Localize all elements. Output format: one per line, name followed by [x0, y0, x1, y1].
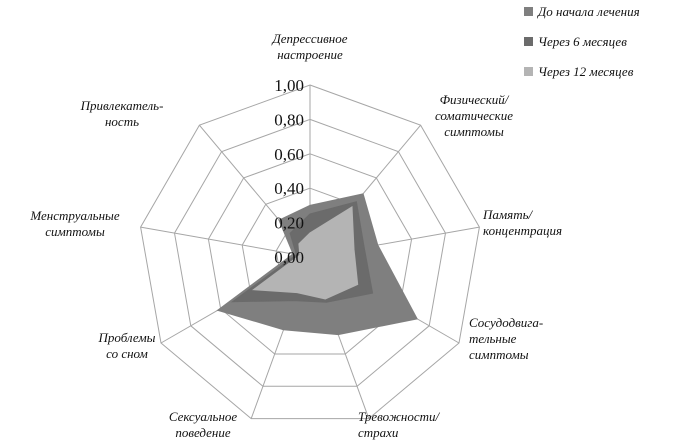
- category-label-4-line-1: страхи: [358, 425, 399, 440]
- category-label-1-line-2: симптомы: [444, 124, 504, 139]
- category-label-2: Память/концентрация: [482, 207, 562, 238]
- category-label-1-line-1: соматические: [435, 108, 513, 123]
- category-label-2-line-1: концентрация: [483, 223, 562, 238]
- grid-ring-5: [140, 84, 480, 420]
- category-label-0-line-1: настроение: [277, 47, 343, 62]
- legend-swatch-0: [524, 7, 533, 16]
- category-label-8: Привлекатель-ность: [80, 98, 164, 129]
- category-label-1: Физический/соматические симптомы: [435, 92, 513, 139]
- category-label-3-line-0: Сосудодвига-: [469, 315, 543, 330]
- category-label-5: Сексуальное поведение: [169, 409, 238, 440]
- legend-label-0: До начала лечения: [536, 4, 640, 19]
- category-label-8-line-0: Привлекатель-: [80, 98, 164, 113]
- category-label-6-line-0: Проблемы: [98, 330, 156, 345]
- legend-swatch-2: [524, 67, 533, 76]
- category-label-6-line-1: со сном: [106, 346, 148, 361]
- legend-swatch-1: [524, 37, 533, 46]
- legend-label-1: Через 6 месяцев: [538, 34, 627, 49]
- tick-label-3: 0,60: [274, 145, 304, 164]
- grid-ring-3: [207, 153, 413, 355]
- tick-label-5: 1,00: [274, 76, 304, 95]
- legend: До начала лечения Через 6 месяцев Через 12…: [524, 4, 640, 79]
- category-label-7-line-1: симптомы: [45, 224, 105, 239]
- tick-label-2: 0,40: [274, 179, 304, 198]
- category-label-0-line-0: Депрессивное: [270, 31, 347, 46]
- category-label-8-line-1: ность: [105, 114, 139, 129]
- category-label-7: Менструальные симптомы: [29, 208, 119, 239]
- category-label-7-line-0: Менструальные: [29, 208, 119, 223]
- tick-label-0: 0,00: [274, 248, 304, 267]
- series-area-2: [252, 206, 359, 300]
- legend-label-2: Через 12 месяцев: [538, 64, 634, 79]
- grid-ring-4: [173, 118, 447, 387]
- category-label-4: Тревожности/страхи: [358, 409, 441, 440]
- category-label-3-line-1: тельные: [469, 331, 517, 346]
- category-label-3: Сосудодвига-тельные симптомы: [469, 315, 543, 362]
- category-label-6: Проблемы со сном: [98, 330, 156, 361]
- tick-label-4: 0,80: [274, 110, 304, 129]
- category-label-1-line-0: Физический/: [440, 92, 510, 107]
- radar-category-labels: Депрессивное настроение Физический/соматич…: [29, 31, 562, 440]
- category-label-5-line-1: поведение: [175, 425, 231, 440]
- grid-spoke-7: [140, 226, 311, 258]
- tick-label-1: 0,20: [274, 214, 304, 233]
- category-label-2-line-0: Память/: [482, 207, 534, 222]
- category-label-3-line-2: симптомы: [469, 347, 529, 362]
- category-label-0: Депрессивное настроение: [270, 31, 347, 62]
- category-label-4-line-0: Тревожности/: [358, 409, 441, 424]
- category-label-5-line-0: Сексуальное: [169, 409, 238, 424]
- radar-tick-labels: 0,00 0,20 0,40 0,60 0,80 1,00: [274, 76, 304, 267]
